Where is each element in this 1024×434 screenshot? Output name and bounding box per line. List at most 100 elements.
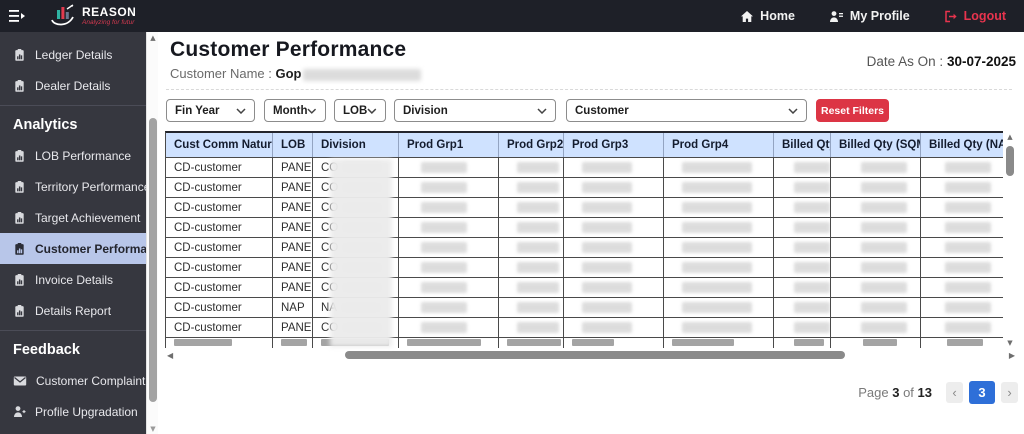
sidebar-item-ledger-details[interactable]: Ledger Details — [0, 39, 146, 70]
redacted-text — [682, 282, 752, 293]
home-button[interactable]: Home — [740, 9, 795, 23]
customer-filter[interactable]: Customer — [566, 99, 807, 122]
redacted-text — [794, 262, 830, 273]
fin-year-filter[interactable]: Fin Year — [166, 99, 255, 122]
page-scrollbar-thumb[interactable] — [149, 118, 157, 402]
logo-tagline: Analyzing for futur — [82, 18, 135, 26]
report-icon — [15, 48, 24, 61]
scroll-down-icon[interactable]: ▼ — [1007, 339, 1013, 347]
cell-billed-qty-sqm — [831, 298, 921, 318]
sidebar-item-label: Profile Upgradation — [35, 404, 138, 419]
sidebar-item-profile-upgradation[interactable]: Profile Upgradation — [0, 396, 146, 427]
cell-prod-grp1 — [399, 218, 499, 238]
table-row: CD-customer PANEL CO — [165, 258, 1004, 278]
cell-cust-comm-nature — [166, 338, 273, 348]
redacted-text — [421, 202, 467, 213]
next-page-button[interactable]: › — [1001, 382, 1018, 403]
cell-prod-grp4 — [664, 258, 774, 278]
logout-button[interactable]: Logout — [944, 9, 1006, 23]
cell-billed-qty — [774, 278, 831, 298]
sidebar-item-territory-performance[interactable]: Territory Performance — [0, 171, 146, 202]
redacted-text — [672, 339, 734, 346]
redacted-text — [945, 182, 991, 193]
cell-prod-grp2 — [499, 278, 564, 298]
table-row-partial — [165, 338, 1003, 348]
report-icon — [15, 180, 24, 193]
redacted-text — [342, 162, 383, 173]
date-as-on: Date As On : 30-07-2025 — [867, 54, 1016, 69]
logout-label: Logout — [963, 9, 1006, 23]
redacted-text — [582, 182, 632, 193]
scroll-right-icon[interactable]: ▶ — [1008, 351, 1015, 360]
sidebar-item-label: LOB Performance — [35, 148, 132, 163]
redacted-text — [421, 262, 467, 273]
sidebar-item-customer-performance[interactable]: Customer Performance — [0, 233, 146, 264]
redacted-text — [421, 182, 467, 193]
redacted-text — [517, 242, 559, 253]
cell-billed-qty — [774, 258, 831, 278]
current-page-button[interactable]: 3 — [969, 381, 995, 404]
column-header: Division — [313, 133, 399, 157]
table-horizontal-scrollbar[interactable]: ◀ ▶ — [165, 349, 1017, 362]
redacted-text — [945, 282, 991, 293]
sidebar-item-target-achievement[interactable]: Target Achievement — [0, 202, 146, 233]
redacted-text — [342, 322, 383, 333]
redacted-text — [517, 182, 559, 193]
cell-prod-grp2 — [499, 218, 564, 238]
lob-filter[interactable]: LOB — [334, 99, 386, 122]
sidebar-section-analytics: Analytics — [13, 117, 78, 133]
prev-page-button[interactable]: ‹ — [946, 382, 963, 403]
cell-prod-grp1 — [399, 158, 499, 178]
pagination: Page 3 of 13 ‹ 3 › — [858, 381, 1018, 404]
cell-billed-qty-sqm — [831, 218, 921, 238]
header-divider — [166, 89, 1012, 90]
sidebar-item-lob-performance[interactable]: LOB Performance — [0, 140, 146, 171]
sidebar-item-dealer-details[interactable]: Dealer Details — [0, 70, 146, 101]
report-icon — [15, 242, 24, 255]
my-profile-button[interactable]: My Profile — [829, 9, 910, 23]
sidebar-item-details-report[interactable]: Details Report — [0, 295, 146, 326]
division-filter[interactable]: Division — [394, 99, 556, 122]
redacted-text — [945, 202, 991, 213]
sidebar-item-invoice-details[interactable]: Invoice Details — [0, 264, 146, 295]
cell-cust-comm-nature: CD-customer — [166, 258, 273, 278]
sidebar-toggle-icon[interactable] — [0, 0, 34, 32]
redacted-text — [421, 162, 467, 173]
table-hscroll-thumb[interactable] — [345, 351, 845, 359]
sidebar-item-customer-complaint[interactable]: Customer Complaint — [0, 365, 146, 396]
cell-prod-grp3 — [564, 218, 664, 238]
scroll-left-icon[interactable]: ◀ — [167, 351, 174, 360]
scroll-up-icon[interactable]: ▲ — [1007, 133, 1013, 141]
cell-prod-grp4 — [664, 238, 774, 258]
report-icon — [15, 211, 24, 224]
cell-division: NA — [313, 298, 399, 318]
scroll-up-icon[interactable]: ▲ — [150, 34, 156, 42]
month-filter[interactable]: Month — [264, 99, 326, 122]
report-icon — [15, 304, 24, 317]
cell-billed-qty — [774, 158, 831, 178]
logo: REASON Analyzing for futur — [48, 3, 136, 29]
table-vscroll-thumb[interactable] — [1006, 146, 1014, 176]
cell-prod-grp4 — [664, 318, 774, 338]
page-title: Customer Performance — [170, 38, 407, 61]
scroll-down-icon[interactable]: ▼ — [150, 425, 156, 433]
reset-filters-button[interactable]: Reset Filters — [816, 99, 889, 122]
cell-prod-grp3 — [564, 278, 664, 298]
table-vertical-scrollbar[interactable]: ▲ ▼ — [1003, 131, 1017, 349]
column-header: Billed Qty — [774, 133, 831, 157]
cell-prod-grp1 — [399, 258, 499, 278]
page-vertical-scrollbar[interactable]: ▲ ▼ — [146, 32, 158, 434]
of-word: of — [899, 385, 918, 400]
report-icon — [15, 273, 24, 286]
redacted-text — [682, 222, 752, 233]
cell-prod-grp2 — [499, 338, 564, 348]
redacted-text — [861, 222, 907, 233]
redacted-text — [794, 202, 830, 213]
redacted-text — [281, 339, 307, 346]
sidebar-item-label: Target Achievement — [35, 210, 141, 225]
cell-lob: PANEL — [273, 198, 313, 218]
redacted-text — [421, 302, 467, 313]
sidebar-item-label: Dealer Details — [35, 78, 111, 93]
cell-cust-comm-nature: CD-customer — [166, 218, 273, 238]
cell-prod-grp3 — [564, 198, 664, 218]
